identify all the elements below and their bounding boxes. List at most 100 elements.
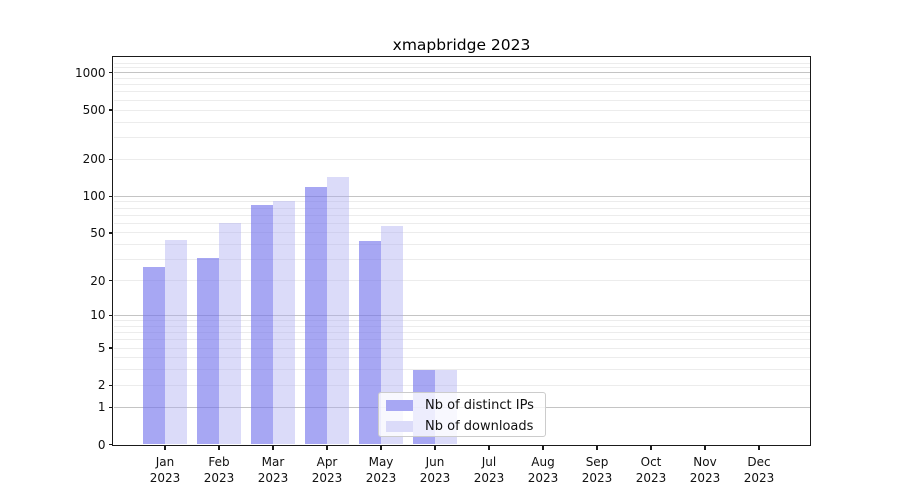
legend-label-1: Nb of downloads bbox=[425, 419, 534, 434]
legend-swatch-0 bbox=[386, 400, 413, 411]
y-tick-mark bbox=[108, 314, 113, 317]
x-tick-year: 2023 bbox=[365, 470, 397, 485]
x-tick-year: 2023 bbox=[311, 470, 343, 485]
x-tick-label: Dec 2023 bbox=[731, 454, 787, 486]
y-tick-label: 100 bbox=[82, 189, 106, 204]
x-tick-year: 2023 bbox=[419, 470, 451, 485]
x-tick-label: Feb 2023 bbox=[191, 454, 247, 486]
x-tick-mark bbox=[596, 445, 598, 450]
x-tick-mark bbox=[542, 445, 544, 450]
gridline-minor bbox=[113, 67, 810, 69]
y-tick-mark bbox=[108, 232, 113, 234]
y-tick-label: 1000 bbox=[74, 65, 106, 80]
legend-label-0: Nb of distinct IPs bbox=[425, 398, 534, 413]
gridline-major bbox=[113, 72, 810, 74]
bar-may-distinct-ips bbox=[359, 240, 381, 445]
x-tick-year: 2023 bbox=[473, 470, 505, 485]
gridline-minor bbox=[113, 369, 810, 371]
gridline-minor bbox=[113, 339, 810, 341]
x-tick-mark bbox=[758, 445, 760, 450]
x-tick-mark bbox=[164, 445, 166, 450]
gridline-minor bbox=[113, 109, 810, 111]
gridline-minor bbox=[113, 232, 810, 234]
x-tick-mark bbox=[650, 445, 652, 450]
x-tick-label: May 2023 bbox=[353, 454, 409, 486]
x-tick-year: 2023 bbox=[581, 470, 613, 485]
gridline-minor bbox=[113, 84, 810, 86]
x-tick-month: Mar bbox=[261, 454, 285, 469]
bar-feb-downloads bbox=[219, 223, 241, 445]
x-tick-year: 2023 bbox=[635, 470, 667, 485]
gridline-major bbox=[113, 195, 810, 197]
gridline-major bbox=[113, 314, 810, 317]
x-tick-month: Oct bbox=[640, 454, 662, 469]
y-tick-mark bbox=[108, 443, 113, 446]
y-tick-label: 0 bbox=[97, 437, 106, 452]
y-tick-label: 20 bbox=[90, 273, 106, 288]
gridline-minor bbox=[113, 62, 810, 64]
x-tick-mark bbox=[218, 445, 220, 450]
bar-feb-distinct-ips bbox=[197, 258, 219, 445]
gridline-minor bbox=[113, 384, 810, 386]
bar-mar-distinct-ips bbox=[251, 205, 273, 445]
y-tick-label: 1 bbox=[97, 400, 106, 415]
x-tick-label: Aug 2023 bbox=[515, 454, 571, 486]
x-tick-year: 2023 bbox=[149, 470, 181, 485]
legend-item-0: Nb of distinct IPs bbox=[379, 395, 545, 416]
x-tick-year: 2023 bbox=[203, 470, 235, 485]
gridline-minor bbox=[113, 91, 810, 93]
gridline-minor bbox=[113, 214, 810, 216]
x-tick-label: Apr 2023 bbox=[299, 454, 355, 486]
gridline-minor bbox=[113, 280, 810, 282]
x-tick-mark bbox=[380, 445, 382, 450]
x-tick-label: Oct 2023 bbox=[623, 454, 679, 486]
x-tick-mark bbox=[434, 445, 436, 450]
x-tick-label: Sep 2023 bbox=[569, 454, 625, 486]
gridline-minor bbox=[113, 357, 810, 359]
y-tick-label: 500 bbox=[82, 103, 106, 118]
x-tick-month: Apr bbox=[316, 454, 338, 469]
x-tick-label: Jun 2023 bbox=[407, 454, 463, 486]
gridline-minor bbox=[113, 222, 810, 224]
y-tick-mark bbox=[108, 384, 113, 387]
x-tick-month: Sep bbox=[585, 454, 609, 469]
y-tick-mark bbox=[108, 158, 113, 160]
y-tick-mark bbox=[108, 195, 113, 197]
gridline-minor bbox=[113, 320, 810, 322]
bar-apr-downloads bbox=[327, 176, 349, 445]
y-tick-label: 5 bbox=[97, 341, 106, 356]
legend: Nb of distinct IPs Nb of downloads bbox=[378, 392, 546, 437]
gridline-minor bbox=[113, 158, 810, 160]
gridline-minor bbox=[113, 201, 810, 203]
x-tick-month: Aug bbox=[531, 454, 555, 469]
x-tick-month: Feb bbox=[208, 454, 230, 469]
y-tick-label: 10 bbox=[90, 308, 106, 323]
gridline-minor bbox=[113, 259, 810, 261]
x-tick-year: 2023 bbox=[527, 470, 559, 485]
y-tick-label: 2 bbox=[97, 378, 106, 393]
x-tick-month: Jan bbox=[155, 454, 175, 469]
x-tick-month: May bbox=[368, 454, 394, 469]
bar-mar-downloads bbox=[273, 200, 295, 445]
x-tick-year: 2023 bbox=[743, 470, 775, 485]
y-tick-mark bbox=[108, 72, 113, 74]
x-tick-label: Nov 2023 bbox=[677, 454, 733, 486]
gridline-minor bbox=[113, 136, 810, 138]
bar-apr-distinct-ips bbox=[305, 187, 327, 445]
bar-jan-distinct-ips bbox=[143, 267, 165, 445]
x-tick-year: 2023 bbox=[257, 470, 289, 485]
bar-may-downloads bbox=[381, 226, 403, 445]
y-tick-label: 200 bbox=[82, 152, 106, 167]
x-tick-label: Jul 2023 bbox=[461, 454, 517, 486]
x-tick-mark bbox=[326, 445, 328, 450]
y-tick-mark bbox=[108, 280, 113, 282]
x-tick-year: 2023 bbox=[689, 470, 721, 485]
x-tick-mark bbox=[272, 445, 274, 450]
legend-swatch-1 bbox=[386, 421, 413, 432]
x-tick-month: Jun bbox=[425, 454, 445, 469]
y-tick-label: 50 bbox=[90, 225, 106, 240]
x-tick-month: Nov bbox=[693, 454, 717, 469]
gridline-minor bbox=[113, 332, 810, 334]
gridline-minor bbox=[113, 347, 810, 349]
